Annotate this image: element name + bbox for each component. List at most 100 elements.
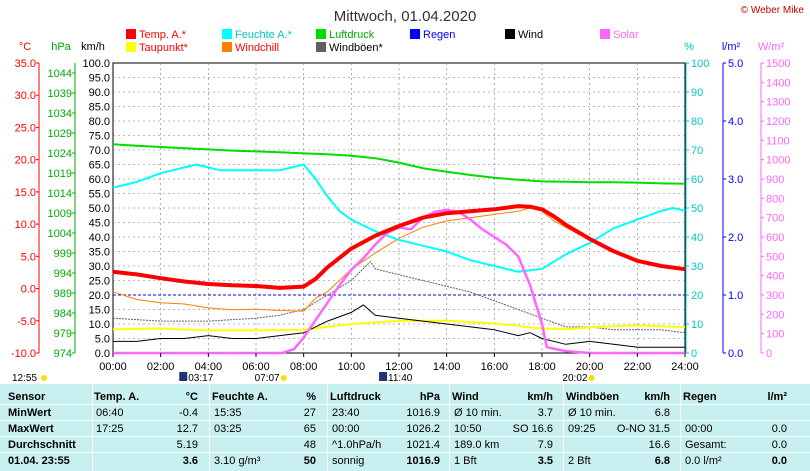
table-row-divider xyxy=(0,420,810,421)
speed-tick-label: 90.0 xyxy=(89,87,110,99)
temp-tick-label: 0.0 xyxy=(21,284,36,296)
legend-label: Luftdruck xyxy=(329,29,375,41)
grid xyxy=(113,63,685,353)
solar-tick-label: 1000 xyxy=(766,155,790,167)
speed-tick-label: 75.0 xyxy=(89,131,110,143)
temp-tick-label: -10.0 xyxy=(11,348,36,360)
pressure-tick-label: 979 xyxy=(54,328,72,340)
cell-info: ^1.0hPa/h xyxy=(332,439,382,451)
legend-swatch xyxy=(410,29,420,39)
humidity-tick-label: 80 xyxy=(691,116,703,128)
cell-value: 7.9 xyxy=(537,439,553,451)
pressure-tick-label: 984 xyxy=(54,308,72,320)
pressure-tick-label: 1034 xyxy=(48,108,72,120)
pressure-tick-label: 1004 xyxy=(48,228,72,240)
x-tick-label: 16:00 xyxy=(481,361,509,373)
row-label: Durchschnitt xyxy=(8,439,76,451)
cell-info: 06:40 xyxy=(96,407,124,419)
pressure-tick-label: 999 xyxy=(54,248,72,260)
table-divider xyxy=(449,384,450,471)
x-tick-label: 00:00 xyxy=(99,361,127,373)
table-divider xyxy=(327,384,328,471)
sun-icon xyxy=(588,375,595,381)
x-tick-label: 02:00 xyxy=(147,361,175,373)
legend-label: Windböen* xyxy=(329,42,384,54)
column-unit: % xyxy=(306,391,316,403)
humidity-tick-label: 20 xyxy=(691,290,703,302)
pressure-unit: hPa xyxy=(51,41,71,53)
speed-tick-label: 85.0 xyxy=(89,102,110,114)
sunset-label: 20:02 xyxy=(562,373,587,384)
axes: 35.0 30.0 25.0 20.0 15.0 10.0 5.0 0.0 -5.0 -10.0 1… xyxy=(11,58,791,360)
cell-value: 0.0 xyxy=(771,423,787,435)
legend: Temp. A.* Feuchte A.* Luftdruck Regen Wind So… xyxy=(126,29,639,54)
series-temp-a xyxy=(112,204,686,290)
humidity-tick-label: 10 xyxy=(691,319,703,331)
temp-unit: °C xyxy=(19,41,31,53)
cell-info: 00:00 xyxy=(685,423,713,435)
x-axis: 00:00 02:00 04:00 06:00 08:00 10:00 12:00 14:00… xyxy=(99,353,699,373)
cell-info: sonnig xyxy=(332,455,365,467)
cell-value: 1016.9 xyxy=(406,407,440,419)
solar-tick-label: 200 xyxy=(766,309,784,321)
pressure-tick-label: 1014 xyxy=(48,188,72,200)
temp-tick-label: 20.0 xyxy=(15,155,36,167)
solar-tick-label: 0 xyxy=(766,348,772,360)
pressure-tick-label: 1009 xyxy=(48,208,72,220)
speed-unit: km/h xyxy=(81,41,105,53)
sun-icon xyxy=(280,375,287,381)
humidity-tick-label: 100 xyxy=(691,58,709,70)
cell-info: 3.10 g/m³ xyxy=(214,455,261,467)
cell-value: 1016.9 xyxy=(406,455,440,467)
cell-value: 6.8 xyxy=(654,455,670,467)
temp-tick-label: 10.0 xyxy=(15,219,36,231)
humidity-tick-label: 50 xyxy=(691,203,703,215)
cell-value: 1021.4 xyxy=(406,439,440,451)
legend-label: Solar xyxy=(613,29,639,41)
rain-tick-label: 4.0 xyxy=(728,116,743,128)
weather-chart: Mittwoch, 01.04.2020 © Weber Mike Temp. … xyxy=(11,5,805,384)
cell-value: 6.8 xyxy=(654,407,670,419)
sunrise-label: 07:07 xyxy=(255,373,280,384)
pressure-tick-label: 994 xyxy=(54,268,72,280)
series-group xyxy=(112,143,686,355)
stats-table: Sensor Temp. A. °C Feuchte A.% Luftdruck hPa W… xyxy=(0,384,810,471)
cell-info: 1 Bft xyxy=(454,455,477,467)
humidity-tick-label: 90 xyxy=(691,87,703,99)
time-markers: 12:55 03:17 11:40 07:07 20:02 xyxy=(12,372,595,384)
cell-value: 5.19 xyxy=(176,439,198,451)
rain-tick-label: 0.0 xyxy=(728,348,743,360)
cell-value: 16.6 xyxy=(648,439,670,451)
solar-tick-label: 100 xyxy=(766,329,784,341)
legend-label: Temp. A.* xyxy=(139,29,187,41)
cell-info: 189.0 km xyxy=(454,439,500,451)
column-header: Wind xyxy=(452,391,479,403)
cell-info: Gesamt: xyxy=(685,439,727,451)
temp-tick-label: 25.0 xyxy=(15,122,36,134)
solar-tick-label: 1500 xyxy=(766,58,790,70)
x-tick-label: 14:00 xyxy=(433,361,461,373)
table-divider xyxy=(209,384,210,471)
x-tick-label: 20:00 xyxy=(576,361,604,373)
column-unit: °C xyxy=(185,391,198,403)
speed-tick-label: 10.0 xyxy=(89,319,110,331)
column-unit: km/h xyxy=(644,391,670,403)
cell-value: 1026.2 xyxy=(406,423,440,435)
cell-value: SO 16.6 xyxy=(512,423,553,435)
legend-label: Windchill xyxy=(235,42,279,54)
speed-tick-label: 55.0 xyxy=(89,189,110,201)
cell-info: 10:50 xyxy=(454,423,482,435)
cell-value: 65 xyxy=(303,423,316,435)
pressure-tick-label: 1029 xyxy=(48,128,72,140)
table-divider xyxy=(563,384,564,471)
cell-info: 17:25 xyxy=(96,423,124,435)
table-row-divider xyxy=(0,452,810,453)
legend-swatch xyxy=(316,29,326,39)
cell-info: 15:35 xyxy=(214,407,242,419)
legend-label: Wind xyxy=(518,29,543,41)
cell-value: 3.5 xyxy=(537,455,553,467)
column-unit: km/h xyxy=(527,391,553,403)
pressure-tick-label: 1024 xyxy=(48,148,72,160)
speed-tick-label: 95.0 xyxy=(89,73,110,85)
speed-tick-label: 35.0 xyxy=(89,247,110,259)
